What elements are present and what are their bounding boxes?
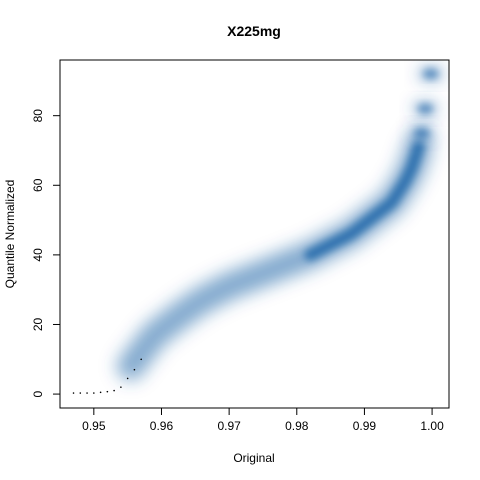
outlier-point	[99, 391, 102, 394]
x-axis-label: Original	[233, 451, 274, 465]
outlier-point	[140, 358, 142, 361]
outlier-point	[120, 386, 122, 388]
x-tick-label: 0.99	[353, 419, 377, 433]
x-axis: 0.95 0.96 0.97 0.98 0.99 1.00	[82, 408, 444, 433]
x-tick-label: 0.98	[285, 419, 309, 433]
y-tick-label: 60	[31, 178, 45, 192]
x-tick-label: 0.95	[82, 419, 106, 433]
y-tick-label: 0	[31, 390, 45, 397]
density-band-core	[304, 141, 425, 261]
x-tick-label: 0.97	[217, 419, 241, 433]
density-layer	[114, 64, 444, 384]
y-axis-label: Quantile Normalized	[3, 180, 17, 289]
outlier-point	[86, 392, 88, 394]
x-tick-label: 1.00	[420, 419, 444, 433]
outlier-point	[126, 377, 129, 380]
y-tick-label: 20	[31, 318, 45, 332]
outlier-point	[133, 368, 136, 371]
outlier-layer	[72, 358, 142, 394]
plot-frame	[59, 59, 450, 409]
density-cluster-core-1	[417, 103, 434, 114]
density-cluster-core-2	[422, 68, 439, 79]
chart-title: X225mg	[227, 23, 281, 39]
density-cluster-core-0	[413, 128, 430, 139]
outlier-point	[113, 389, 115, 392]
y-axis: 0 20 40 60 80	[31, 109, 60, 397]
y-tick-label: 40	[31, 248, 45, 262]
outlier-point	[93, 392, 95, 394]
outlier-point	[72, 392, 75, 394]
outlier-point	[106, 390, 109, 393]
outlier-point	[79, 392, 82, 394]
x-tick-label: 0.96	[150, 419, 174, 433]
y-tick-label: 80	[31, 109, 45, 123]
